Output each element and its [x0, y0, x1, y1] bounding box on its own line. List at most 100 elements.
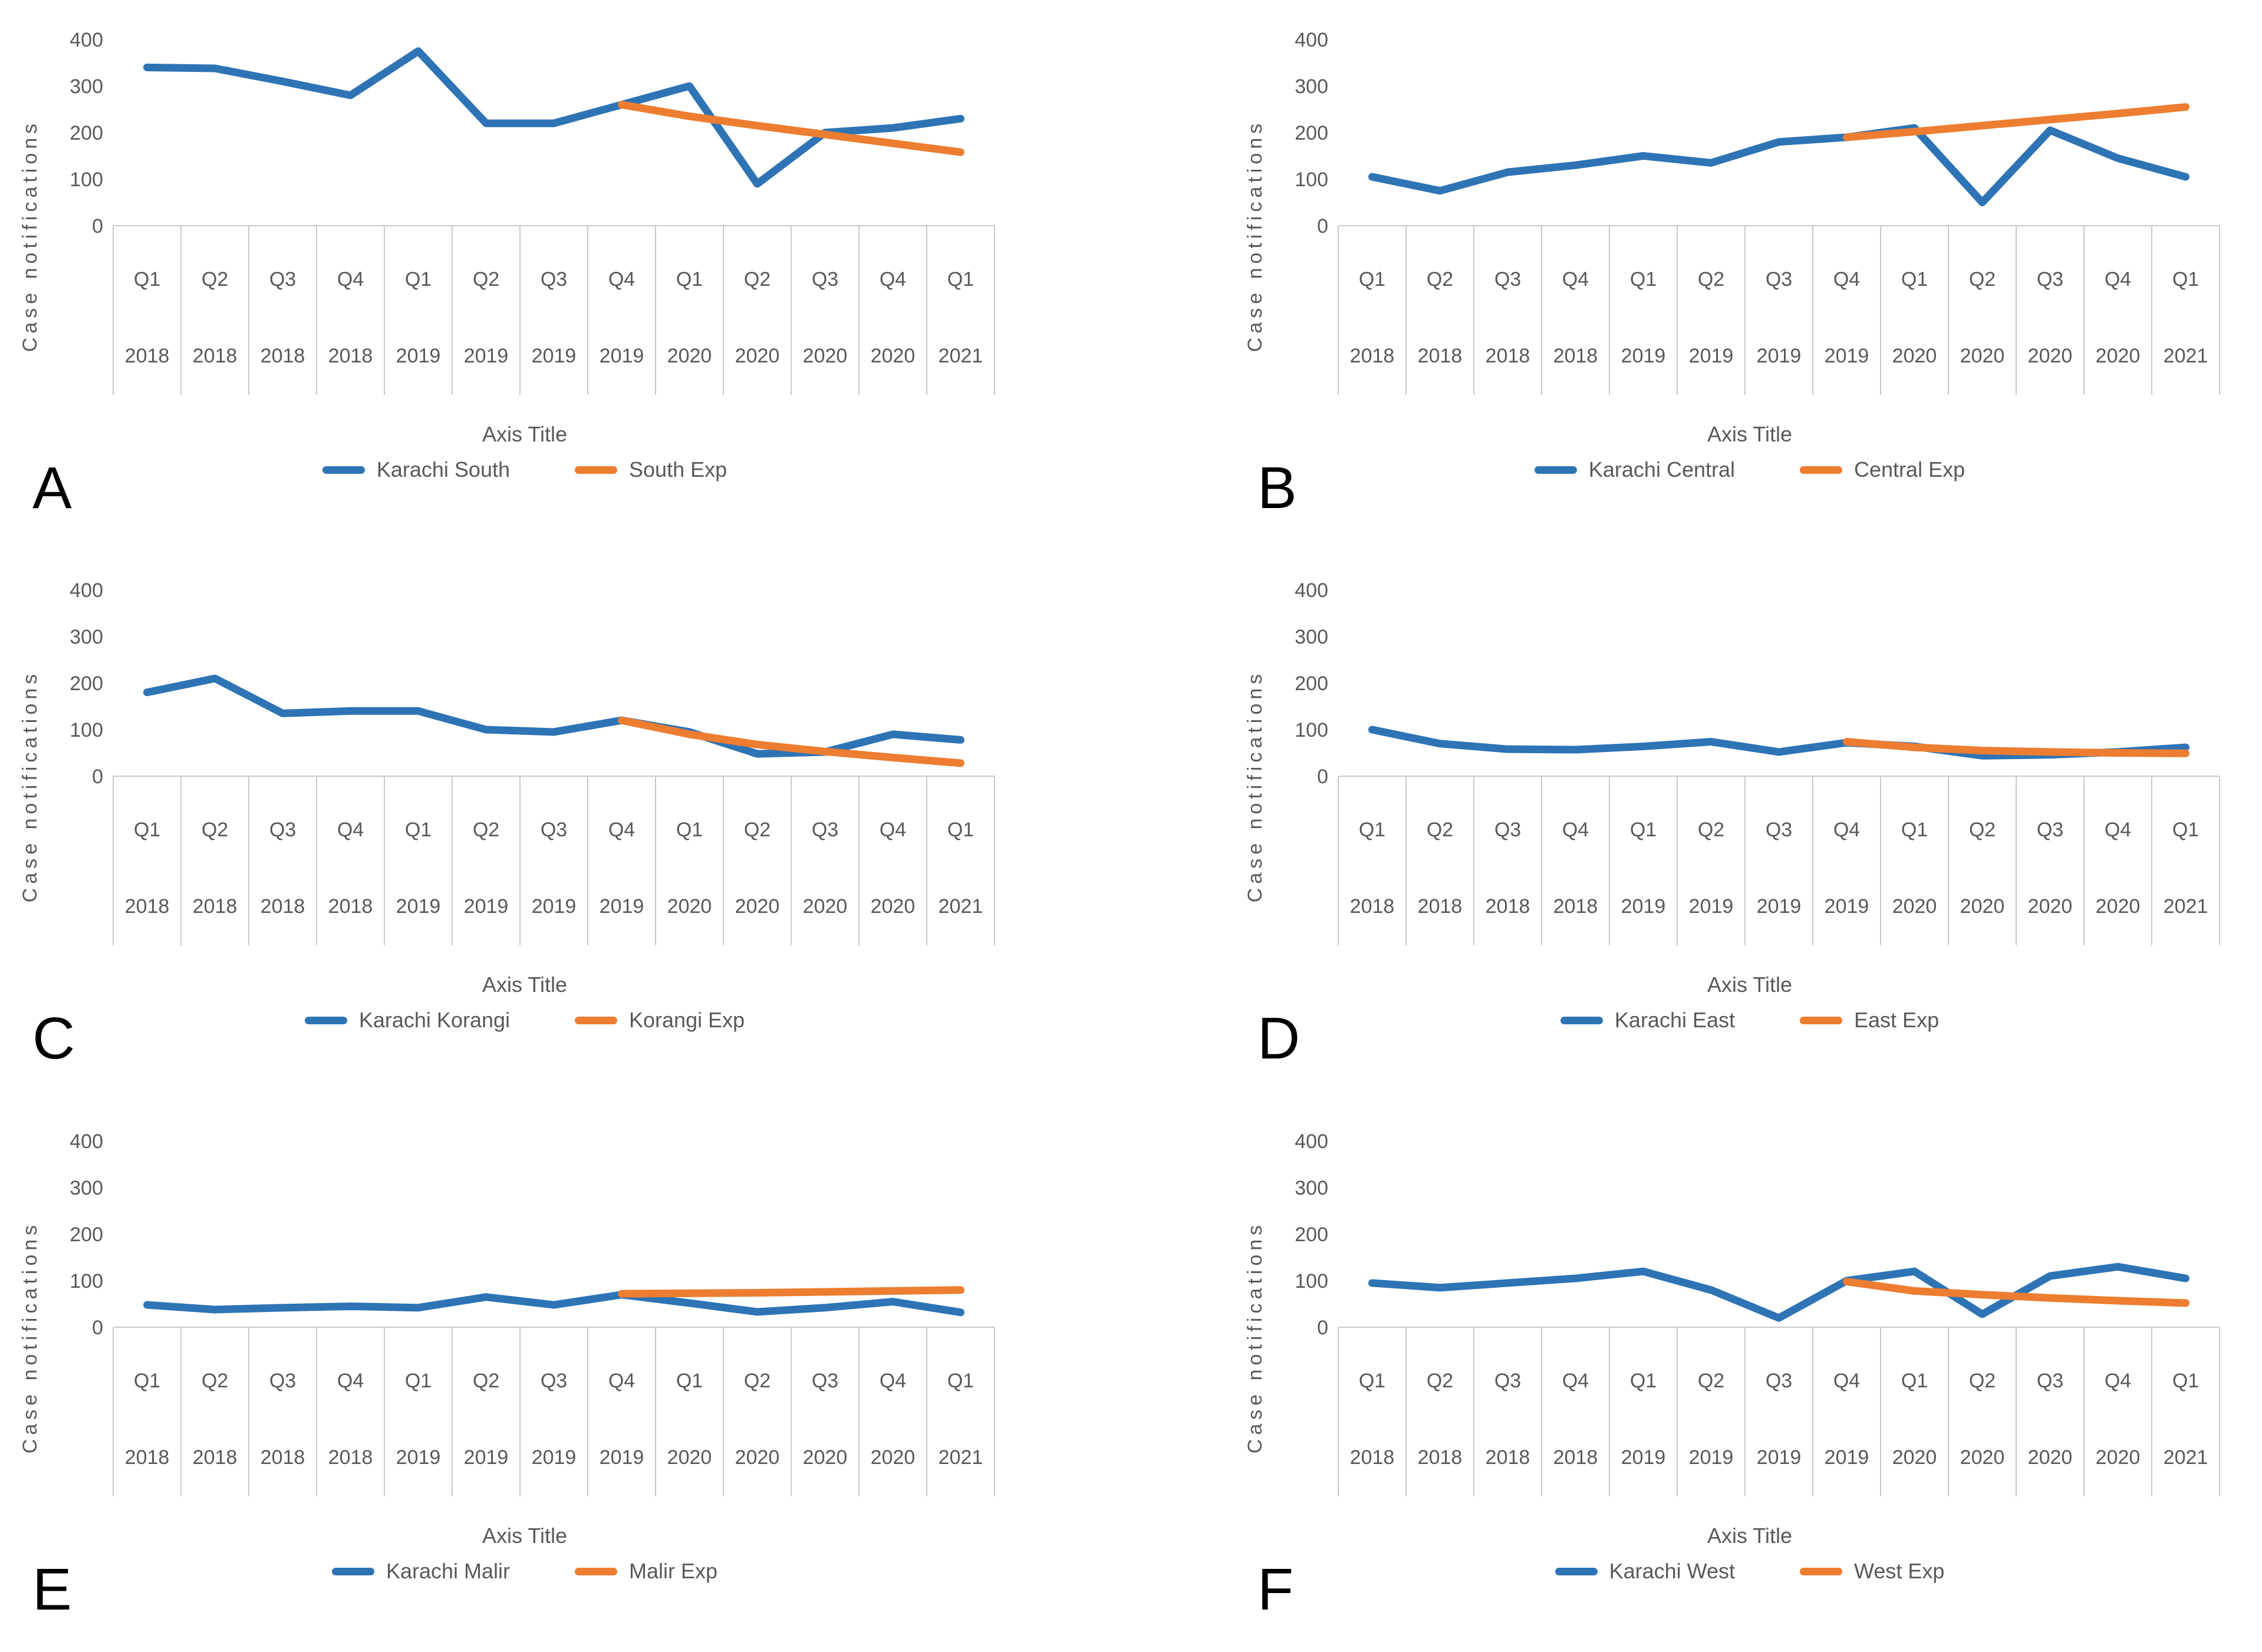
x-tick-quarter-label: Q2 [202, 819, 228, 841]
x-tick-year-label: 2019 [1825, 1446, 1869, 1469]
y-tick-label: 300 [70, 75, 103, 98]
x-tick-year-label: 2021 [939, 895, 983, 918]
x-tick-year-label: 2018 [1553, 1446, 1598, 1469]
legend-item: West Exp [1800, 1559, 1944, 1584]
x-tick-year-label: 2021 [2164, 895, 2208, 918]
chart-panel-inner: Case notifications 400 300 200 100 0 Q1 Q2 Q3 Q4… [1225, 550, 2262, 1101]
legend-label: Karachi Central [1588, 457, 1736, 482]
x-tick-year-label: 2020 [2028, 895, 2073, 918]
y-axis-title: Case notifications [19, 119, 41, 352]
x-tick-quarter-label: Q4 [337, 819, 364, 841]
x-tick-quarter-label: Q2 [1427, 268, 1453, 291]
x-tick-year-label: 2021 [939, 1446, 983, 1469]
x-tick-year-label: 2018 [125, 345, 170, 367]
panel-letter: F [1257, 1557, 1294, 1623]
legend-item: Karachi South [322, 457, 510, 482]
y-tick-label: 400 [70, 579, 103, 602]
x-tick-year-label: 2020 [735, 1446, 780, 1469]
y-axis-title: Case notifications [1244, 119, 1266, 352]
y-tick-label: 300 [1295, 1177, 1328, 1199]
x-tick-year-label: 2020 [667, 895, 712, 918]
y-tick-label: 0 [92, 766, 103, 788]
x-tick-quarter-label: Q1 [134, 268, 160, 291]
x-tick-quarter-label: Q2 [473, 268, 499, 291]
x-tick-quarter-label: Q4 [880, 1370, 906, 1392]
y-tick-label: 200 [1295, 1224, 1328, 1246]
y-tick-label: 100 [70, 1270, 103, 1292]
x-tick-year-label: 2020 [871, 1446, 916, 1469]
x-tick-quarter-label: Q3 [541, 819, 567, 841]
x-tick-year-label: 2020 [2096, 345, 2141, 367]
x-tick-quarter-label: Q3 [1766, 819, 1792, 841]
x-tick-year-label: 2021 [2164, 1446, 2208, 1469]
x-tick-quarter-label: Q2 [744, 268, 771, 291]
chart-panel-a: Case notifications 400 300 200 100 0 Q1 Q2 Q3 Q4… [0, 0, 1131, 550]
x-tick-quarter-label: Q1 [134, 1370, 160, 1392]
x-tick-quarter-label: Q3 [812, 1370, 838, 1392]
x-tick-quarter-label: Q1 [2172, 268, 2199, 291]
x-tick-year-label: 2018 [1553, 895, 1598, 918]
panel-letter: A [32, 455, 72, 521]
x-tick-quarter-label: Q2 [1698, 268, 1724, 291]
x-tick-quarter-label: Q1 [2172, 1370, 2199, 1392]
legend-line-swatch-blue [1555, 1567, 1598, 1575]
x-tick-year-label: 2020 [1960, 345, 2005, 367]
legend-line-swatch-orange [1800, 466, 1843, 474]
y-tick-label: 100 [1295, 1270, 1328, 1292]
x-tick-quarter-label: Q3 [1494, 1370, 1521, 1392]
line-chart: 400 300 200 100 0 Q1 Q2 Q3 Q4 Q1 Q2 Q3 Q4 Q1 Q2 Q3 Q4 Q1 2… [70, 1130, 995, 1496]
x-tick-year-label: 2018 [125, 895, 170, 918]
legend-item: Malir Exp [575, 1559, 717, 1584]
legend: Karachi West West Exp [1272, 1559, 2227, 1584]
y-tick-label: 400 [1295, 579, 1328, 602]
x-axis-title: Axis Title [1707, 422, 1793, 446]
x-tick-year-label: 2019 [1689, 1446, 1734, 1469]
x-tick-quarter-label: Q3 [269, 819, 296, 841]
x-tick-year-label: 2020 [803, 1446, 848, 1469]
legend-item: South Exp [575, 457, 727, 482]
legend-label: Karachi Korangi [358, 1008, 511, 1032]
x-tick-year-label: 2018 [193, 1446, 238, 1469]
x-tick-quarter-label: Q4 [2105, 819, 2131, 841]
y-tick-label: 100 [70, 719, 103, 741]
chart-panel-inner: Case notifications 400 300 200 100 0 Q1 Q2 Q3 Q4… [0, 550, 1038, 1101]
x-tick-year-label: 2019 [464, 345, 509, 367]
x-axis-title: Axis Title [1707, 1524, 1793, 1548]
x-tick-quarter-label: Q1 [405, 1370, 432, 1392]
line-chart: 400 300 200 100 0 Q1 Q2 Q3 Q4 Q1 Q2 Q3 Q4 Q1 Q2 Q3 Q4 Q1 2… [1295, 29, 2220, 395]
x-tick-quarter-label: Q1 [1359, 819, 1385, 841]
legend-item: East Exp [1800, 1008, 1939, 1033]
x-tick-quarter-label: Q3 [812, 268, 838, 291]
y-tick-label: 200 [70, 122, 103, 144]
legend-item: Central Exp [1800, 457, 1965, 482]
x-tick-year-label: 2019 [532, 895, 577, 918]
x-tick-year-label: 2020 [1892, 345, 1937, 367]
x-tick-year-label: 2020 [2096, 895, 2141, 918]
x-tick-quarter-label: Q2 [1427, 819, 1453, 841]
y-tick-label: 200 [70, 672, 103, 695]
x-tick-quarter-label: Q1 [2172, 819, 2199, 841]
legend: Karachi Korangi Korangi Exp [47, 1008, 1002, 1033]
legend-line-swatch-blue [322, 466, 365, 474]
series-line-series_orange [1843, 103, 2189, 141]
x-tick-quarter-label: Q4 [2105, 1370, 2131, 1392]
panel-letter: D [1257, 1005, 1300, 1071]
x-tick-quarter-label: Q1 [676, 1370, 703, 1392]
x-tick-quarter-label: Q1 [1359, 1370, 1385, 1392]
legend-label: Karachi East [1614, 1008, 1736, 1032]
x-tick-year-label: 2020 [1960, 895, 2005, 918]
chart-panel-d: Case notifications 400 300 200 100 0 Q1 Q2 Q3 Q4… [1131, 550, 2262, 1102]
x-tick-year-label: 2019 [532, 345, 577, 367]
x-tick-quarter-label: Q4 [2105, 268, 2131, 291]
x-tick-year-label: 2021 [939, 345, 983, 367]
chart-panel-e: Case notifications 400 300 200 100 0 Q1 Q2 Q3 Q4… [0, 1102, 1131, 1652]
legend-item: Karachi Central [1534, 457, 1736, 482]
x-tick-year-label: 2020 [1960, 1446, 2005, 1469]
panel-letter: C [32, 1005, 75, 1071]
x-tick-quarter-label: Q3 [2037, 819, 2063, 841]
x-tick-year-label: 2018 [328, 1446, 373, 1469]
series-line-series_orange [618, 101, 964, 156]
y-tick-label: 0 [92, 215, 103, 238]
